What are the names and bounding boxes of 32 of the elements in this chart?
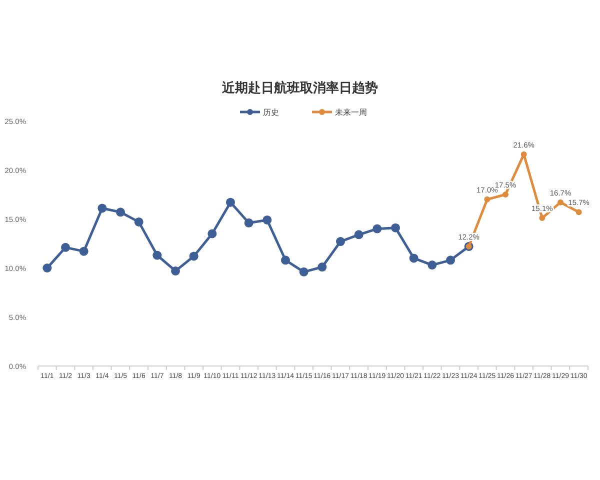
- chart-title: 近期赴日航班取消率日趋势: [221, 80, 378, 95]
- point: [576, 209, 582, 216]
- point: [484, 196, 490, 202]
- point: [446, 256, 455, 265]
- point: [42, 264, 52, 272]
- point: [79, 246, 88, 256]
- point: [558, 199, 564, 206]
- point: [318, 262, 327, 272]
- legend-label: 历史: [263, 108, 279, 117]
- point: [61, 242, 70, 252]
- point: [134, 217, 144, 226]
- point: [539, 215, 546, 222]
- point: [208, 229, 217, 238]
- point: [372, 224, 382, 234]
- point: [409, 254, 418, 263]
- point: [391, 223, 400, 232]
- point: [262, 215, 272, 224]
- point: [116, 208, 125, 217]
- point: [171, 266, 180, 276]
- point: [152, 250, 162, 260]
- point: [299, 267, 308, 276]
- point: [336, 237, 345, 246]
- point: [226, 198, 235, 207]
- point: [502, 192, 508, 198]
- legend-label: 未来一周: [335, 108, 367, 117]
- point: [189, 252, 198, 261]
- point: [354, 230, 364, 240]
- point: [98, 204, 107, 213]
- point: [428, 260, 437, 270]
- point: [244, 218, 254, 228]
- point: [281, 256, 290, 265]
- point: [520, 151, 527, 158]
